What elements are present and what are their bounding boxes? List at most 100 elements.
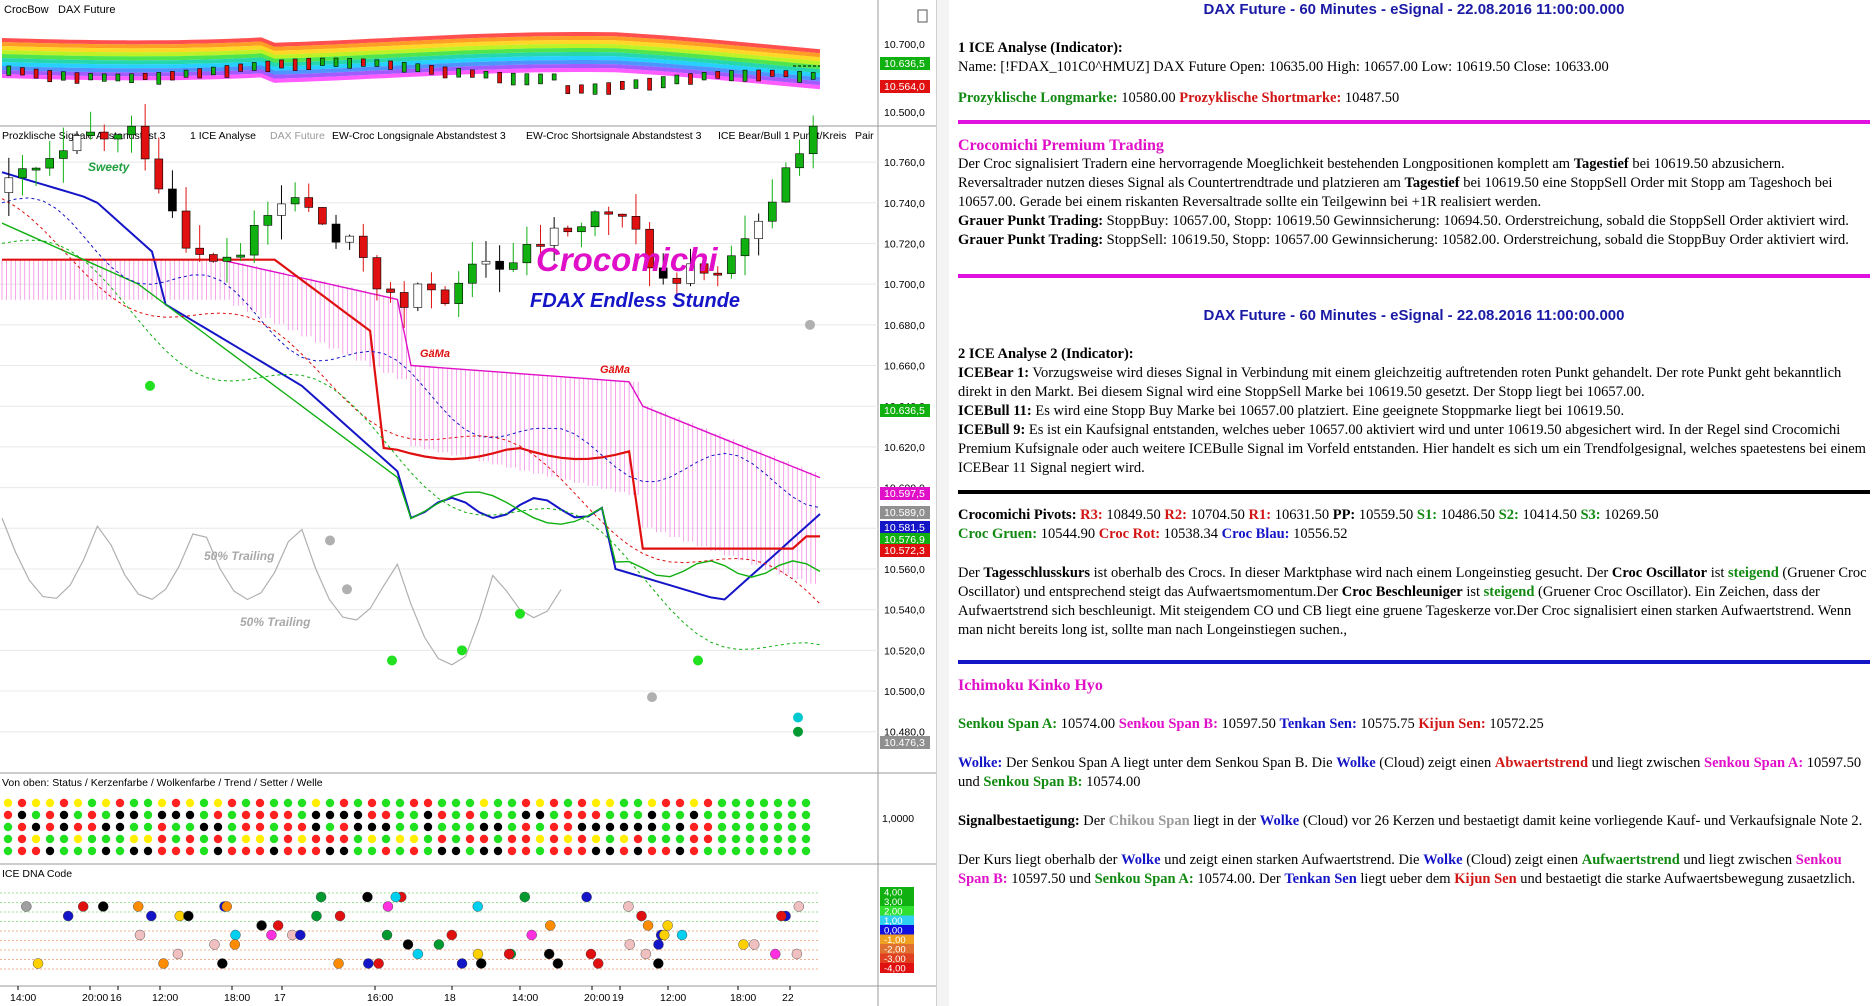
status-dot [199,834,209,844]
status-dot [129,798,139,808]
short-mark-value: 10487.50 [1344,90,1400,106]
indicator-lines [1,171,821,650]
status-dot [549,810,559,820]
text-run: Tagesschlusskurs [983,565,1091,581]
top-candle [429,65,434,75]
dna-dot [636,910,647,922]
status-dot [325,798,335,808]
status-dot [73,834,83,844]
status-dot [563,822,573,832]
status-dot [171,846,181,856]
dna-dot [315,891,327,903]
top-candle [538,73,543,85]
top-price-tag-text: 10.636,5 [884,58,925,70]
candle-body [358,235,368,258]
text-run: Grauer Punkt Trading: [958,213,1104,229]
status-dot [507,810,517,820]
scroll-handle-icon[interactable] [917,9,928,23]
candle-body [45,158,55,169]
overlay-title: Crocomichi [536,241,718,278]
legend-item: Prozklische Signale Abstandstest 3 [2,130,166,142]
status-dot [661,822,671,832]
candle-body [699,263,709,274]
time-axis-label: 20:00 [584,992,610,1004]
status-dot [185,846,195,856]
time-axis-label: 12:00 [152,992,178,1004]
dna-dot [32,958,44,969]
main-price-tag-text: 10.572,3 [884,545,925,557]
top-candle [224,65,230,78]
main-price-tag-text: 10.597,5 [884,488,925,500]
dna-dot [476,958,487,969]
status-dot [381,834,391,844]
ice-analyse-title: 1 ICE Analyse (Indicator): [958,40,1123,56]
status-dot [479,810,489,820]
main-candles [4,104,818,329]
status-dot [801,810,811,820]
text-run: liegt ueber dem [1356,871,1455,887]
dna-dot [134,929,146,941]
status-dot [437,810,447,820]
status-dot [619,810,629,820]
status-dot [521,846,531,856]
crocbow-band-line [1,52,821,74]
status-dot [283,798,293,808]
crocbow-band-line [1,36,821,58]
status-dot [17,834,27,844]
splitter[interactable] [936,0,949,1006]
chart-canvas[interactable]: CrocBow DAX Future 10.700,010.600,010.50… [0,0,936,1006]
status-dot [507,822,517,832]
status-dot [423,846,433,856]
status-dot [395,798,405,808]
status-dot [563,834,573,844]
status-dot [577,846,587,856]
status-dot [703,810,713,820]
status-dot [745,810,755,820]
top-candle [388,60,393,70]
dna-dot [333,958,344,969]
signal-dot [325,535,335,546]
chart-pane[interactable]: CrocBow DAX Future 10.700,010.600,010.50… [0,0,938,1006]
time-axis-label: 18:00 [730,992,756,1004]
status-dot [423,834,433,844]
status-dot [437,846,447,856]
candle-body [277,203,286,216]
status-dot [241,834,251,844]
status-dot [59,846,69,856]
status-dot [479,798,489,808]
status-dot [577,798,587,808]
candle-body [618,213,627,217]
text-run: Chikou Span [1108,813,1190,829]
status-dot [689,822,699,832]
status-dot [577,810,587,820]
top-candle [292,58,298,71]
status-dot [3,810,13,820]
status-dot [633,798,643,808]
main-axis-label: 10.560,0 [884,564,925,576]
text-run: Der Croc signalisiert Tradern eine hervo… [958,156,1574,172]
status-dot [605,846,615,856]
text-run: 10597.50 und [1007,871,1095,887]
candle-body [140,125,150,160]
status-dot-grid [3,798,811,856]
candle-body [767,201,777,222]
status-dot [367,810,377,820]
text-run: Tenkan Sen [1284,871,1357,887]
status-dot [549,822,559,832]
top-candle [251,62,257,71]
dna-dot [624,939,635,950]
status-dot [535,810,545,820]
dna-dot [256,920,267,931]
status-dot [451,798,461,808]
status-dot [521,810,531,820]
top-candle [783,70,789,78]
status-dot [507,846,517,856]
signal-dot [457,645,467,656]
dna-dot [295,929,306,941]
status-dot [101,822,111,832]
status-dot [787,822,797,832]
dna-dot [738,939,749,950]
top-axis-label: 10.700,0 [884,39,925,51]
dna-dot [217,958,228,969]
top-candle [620,80,625,90]
